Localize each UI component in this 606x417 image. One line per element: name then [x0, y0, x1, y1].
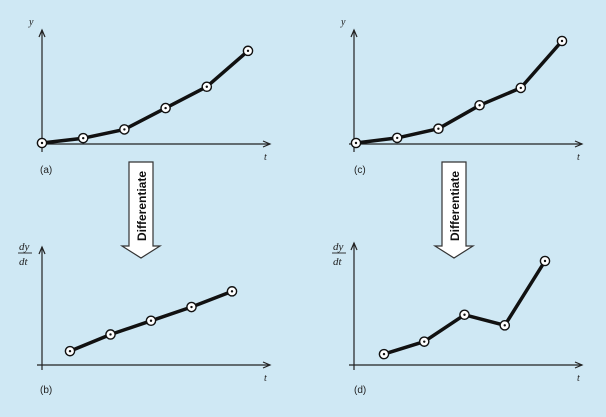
panel-b-y-axis-arrow [38, 245, 46, 255]
panel-d-data-point-center [423, 340, 426, 343]
panel-a-y-label: y [28, 17, 34, 28]
panel-c-data-point-center [560, 39, 564, 43]
panel-a-data-point-center [164, 106, 167, 110]
panel-d-x-axis-arrow [574, 361, 584, 369]
panel-d-data-point-center [463, 313, 466, 316]
panel-a-t-label: t [264, 152, 267, 163]
panel-a-points [36, 45, 254, 149]
panel-a-data-point-center [40, 141, 44, 145]
panel-c-label: (c) [354, 165, 366, 176]
differentiate-arrow-right-shape [432, 161, 476, 259]
panel-c-curve [354, 39, 564, 145]
panel-b-dt: dt [19, 256, 29, 268]
panel-a-label: (a) [40, 165, 52, 176]
panel-c-y-axis-arrow [350, 28, 358, 38]
panel-d-curve [382, 259, 547, 356]
panel-b-data-point-center [68, 349, 72, 353]
panel-a-data-point-center [205, 85, 208, 88]
panel-a: y t (a) [28, 17, 272, 176]
panel-d-data-point-center [503, 324, 506, 327]
panel-c-y-label: y [340, 17, 346, 28]
panel-d-data-point-center [382, 352, 386, 356]
panel-b-data-point-center [149, 319, 153, 322]
panel-c-data-point-center [437, 127, 440, 130]
panel-c: y t (c) [340, 17, 584, 176]
panel-d-dy: dy [333, 241, 344, 253]
panel-c-data-point-center [354, 141, 358, 145]
panel-a-y-axis-arrow [38, 28, 46, 38]
panel-d-label: (d) [354, 385, 366, 396]
panel-b-data-point-center [109, 333, 112, 336]
panel-b-data-point-center [190, 305, 193, 309]
panel-a-curve [40, 49, 250, 145]
panel-d-data-point-center [543, 259, 547, 263]
panel-a-data-point-center [246, 49, 250, 53]
panel-b: dy dt t (b) [18, 241, 272, 396]
panel-d-y-axis-arrow [350, 241, 358, 251]
differentiate-arrow-left-shape [119, 161, 163, 259]
panel-b-dydt-label: dy dt [18, 241, 32, 268]
panel-b-t-label: t [264, 373, 267, 384]
panel-a-x-axis-arrow [262, 140, 272, 148]
differentiate-arrow-right: Differentiate [432, 161, 476, 259]
panel-c-x-axis-arrow [574, 140, 584, 148]
panel-d-t-label: t [577, 373, 580, 384]
panel-d-dydt-label: dy dt [332, 241, 346, 268]
panel-b-label: (b) [40, 385, 52, 396]
panel-b-data-point-center [230, 290, 234, 293]
panel-a-data-point-center [123, 128, 126, 131]
panel-a-data-point-center [82, 136, 85, 140]
panel-c-t-label: t [577, 152, 580, 163]
panel-b-points [64, 286, 238, 357]
differentiate-arrow-left: Differentiate [119, 161, 163, 259]
panel-d: dy dt t (d) [332, 241, 584, 396]
panel-b-dy: dy [19, 241, 30, 253]
panel-d-points [378, 255, 551, 360]
panel-b-x-axis-arrow [262, 361, 272, 369]
panel-c-points [350, 35, 568, 149]
differentiate-arrow-right-text: Differentiate [448, 171, 462, 241]
panel-d-dt: dt [333, 256, 343, 268]
panel-c-data-point-center [478, 104, 481, 107]
panel-c-data-point-center [396, 136, 399, 140]
panel-c-data-point-center [519, 86, 522, 90]
differentiate-arrow-left-text: Differentiate [135, 171, 149, 241]
